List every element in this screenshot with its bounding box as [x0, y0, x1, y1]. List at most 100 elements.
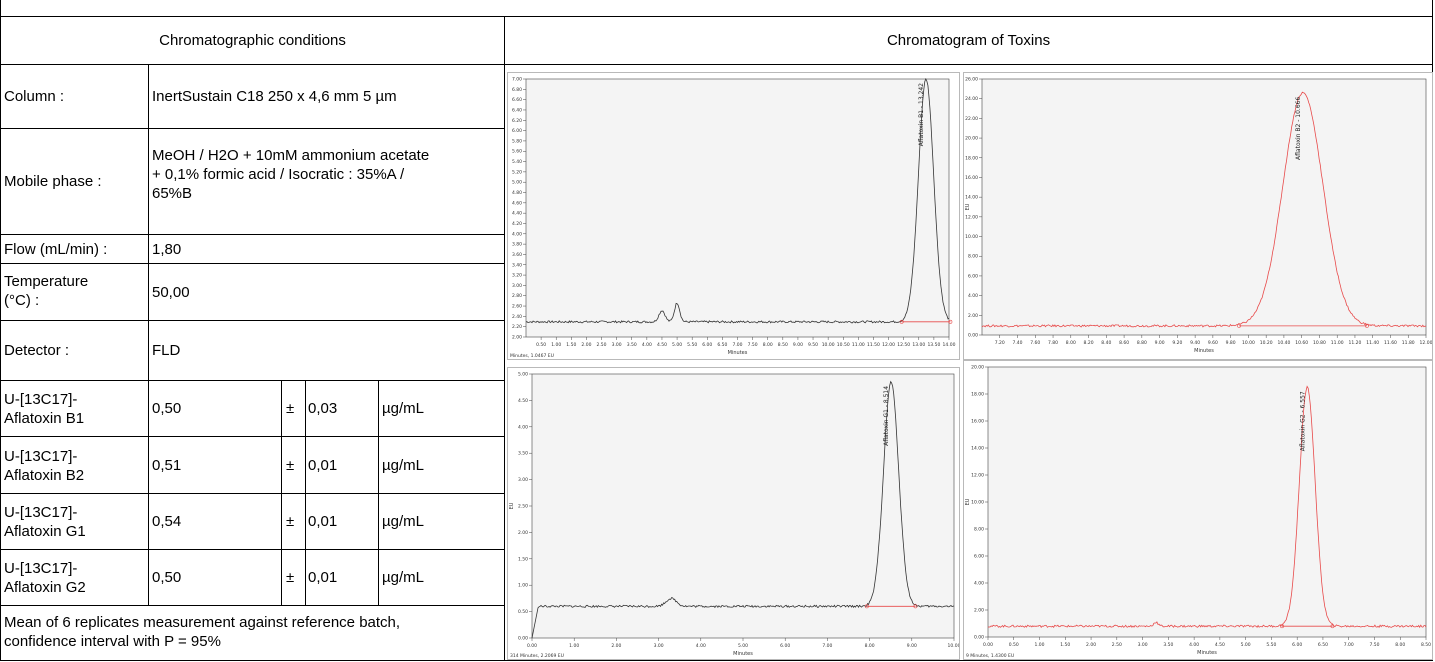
y-tick-label: 6.80 [512, 87, 522, 93]
toxin-value: 0,51 [149, 437, 282, 494]
y-tick-label: 5.60 [512, 149, 522, 155]
toxin-unit: µg/mL [379, 550, 505, 606]
x-tick-label: 5.00 [1241, 642, 1251, 648]
toxin-name-line-2: Aflatoxin G1 [4, 523, 86, 540]
y-tick-label: 2.40 [512, 314, 522, 320]
x-tick-label: 10.00 [1242, 340, 1255, 346]
toxin-name-line-2: Aflatoxin G2 [4, 579, 86, 596]
plus-minus-sign: ± [282, 437, 306, 494]
flow-label: Flow (mL/min) : [0, 235, 149, 264]
plus-minus-sign: ± [282, 550, 306, 606]
chromatogram-b2: 0.00 2.00 4.00 6.00 8.00 10.00 12.00 14.00 16.00… [963, 72, 1433, 360]
toxin-name: U-[13C17]- Aflatoxin B1 [0, 381, 149, 437]
y-tick-label: 7.00 [512, 77, 522, 83]
y-axis-label: EU [965, 498, 971, 505]
x-tick-label: 9.00 [907, 643, 917, 649]
chart-g2-svg: 0.00 2.00 4.00 6.00 8.00 10.00 12.00 14.00 16.00… [965, 365, 1431, 660]
y-tick-label: 6.00 [974, 554, 984, 560]
x-tick-label: 13.50 [927, 342, 940, 348]
toxin-name-line-1: U-[13C17]- [4, 448, 78, 465]
toxin-uncertainty: 0,03 [306, 381, 379, 437]
chromatogram-trace [531, 380, 955, 639]
x-tick-label: 2.50 [597, 342, 607, 348]
y-tick-label: 2.00 [968, 313, 978, 319]
x-tick-label: 10.40 [1277, 340, 1290, 346]
y-tick-label: 2.00 [974, 608, 984, 614]
mobile-phase-label: Mobile phase : [0, 129, 149, 235]
y-tick-label: 6.40 [512, 107, 522, 113]
x-tick-label: 13.00 [912, 342, 925, 348]
y-tick-label: 4.50 [518, 398, 528, 404]
x-tick-label: 10.60 [1295, 340, 1308, 346]
y-tick-label: 5.80 [512, 138, 522, 144]
x-tick-label: 9.60 [1208, 340, 1218, 346]
y-tick-label: 0.50 [518, 609, 528, 615]
y-tick-label: 4.80 [512, 190, 522, 196]
x-tick-label: 8.00 [865, 643, 875, 649]
x-tick-label: 12.50 [897, 342, 910, 348]
integration-start-marker [1280, 624, 1284, 629]
x-tick-label: 8.40 [1101, 340, 1111, 346]
status-readout: Minutes, 1.0467 EU [510, 353, 554, 359]
header-chromatographic-conditions: Chromatographic conditions [0, 16, 505, 65]
y-tick-label: 2.80 [512, 293, 522, 299]
x-tick-label: 7.60 [1030, 340, 1040, 346]
y-tick-label: 8.00 [968, 254, 978, 260]
integration-start-marker [899, 319, 904, 324]
y-tick-label: 20.00 [971, 365, 984, 371]
y-tick-label: 4.00 [518, 424, 528, 430]
x-tick-label: 4.00 [642, 342, 652, 348]
peak-label: Aflatoxin B1 - 13.242 [918, 83, 925, 146]
y-tick-label: 2.00 [518, 530, 528, 536]
x-tick-label: 5.00 [672, 342, 682, 348]
toxin-name-line-2: Aflatoxin B1 [4, 410, 85, 427]
x-tick-label: 1.50 [1060, 642, 1070, 648]
x-tick-label: 0.00 [983, 642, 993, 648]
x-tick-label: 4.00 [1189, 642, 1199, 648]
y-tick-label: 6.20 [512, 118, 522, 124]
chromatogram-b1: 2.00 2.20 2.40 2.60 2.80 3.00 3.20 3.40 3.60 3.80… [507, 72, 960, 360]
y-tick-label: 6.60 [512, 97, 522, 103]
plus-minus-sign: ± [282, 494, 306, 550]
x-tick-label: 1.00 [569, 643, 579, 649]
x-tick-label: 10.20 [1260, 340, 1273, 346]
toxin-unit: µg/mL [379, 437, 505, 494]
x-tick-label: 5.50 [687, 342, 697, 348]
mobile-phase-line-2: + 0,1% formic acid / Isocratic : 35%A / [152, 166, 405, 183]
y-tick-label: 10.00 [971, 500, 984, 506]
y-tick-label: 18.00 [965, 155, 978, 161]
x-tick-label: 9.80 [1226, 340, 1236, 346]
chart-b2-svg: 0.00 2.00 4.00 6.00 8.00 10.00 12.00 14.00 16.00… [965, 77, 1432, 355]
x-tick-label: 7.50 [1369, 642, 1379, 648]
chromatogram-trace [981, 91, 1426, 328]
plus-minus-sign: ± [282, 381, 306, 437]
y-tick-label: 14.00 [965, 195, 978, 201]
y-tick-label: 5.00 [518, 372, 528, 378]
y-tick-label: 16.00 [965, 175, 978, 181]
plot-area [987, 366, 1427, 638]
chromatogram-trace [987, 385, 1427, 629]
y-tick-label: 12.00 [965, 214, 978, 220]
integration-end-marker [1330, 624, 1335, 629]
toxin-value: 0,54 [149, 494, 282, 550]
integration-start-marker [1237, 323, 1241, 328]
mobile-phase-line-1: MeOH / H2O + 10mM ammonium acetate [152, 147, 430, 164]
y-tick-label: 6.00 [968, 273, 978, 279]
toxin-name-line-1: U-[13C17]- [4, 504, 78, 521]
header-chromatogram-of-toxins: Chromatogram of Toxins [505, 16, 1433, 65]
x-axis-label: Minutes [1197, 650, 1217, 656]
x-tick-label: 7.40 [1013, 340, 1023, 346]
y-tick-label: 0.00 [974, 635, 984, 641]
x-tick-label: 9.20 [1172, 340, 1182, 346]
x-tick-label: 14.00 [943, 342, 956, 348]
top-band [0, 0, 1433, 17]
chart-b1-svg: 2.00 2.20 2.40 2.60 2.80 3.00 3.20 3.40 3.60 3.80… [510, 77, 956, 360]
detector-label: Detector : [0, 321, 149, 381]
status-readout: 9 Minutes, 1.4300 EU [966, 653, 1014, 659]
y-tick-label: 1.00 [518, 583, 528, 589]
x-tick-label: 8.00 [763, 342, 773, 348]
column-value: InertSustain C18 250 x 4,6 mm 5 µm [149, 65, 505, 129]
y-axis-label: EU [509, 502, 515, 509]
x-tick-label: 8.60 [1119, 340, 1129, 346]
detector-value: FLD [149, 321, 505, 381]
